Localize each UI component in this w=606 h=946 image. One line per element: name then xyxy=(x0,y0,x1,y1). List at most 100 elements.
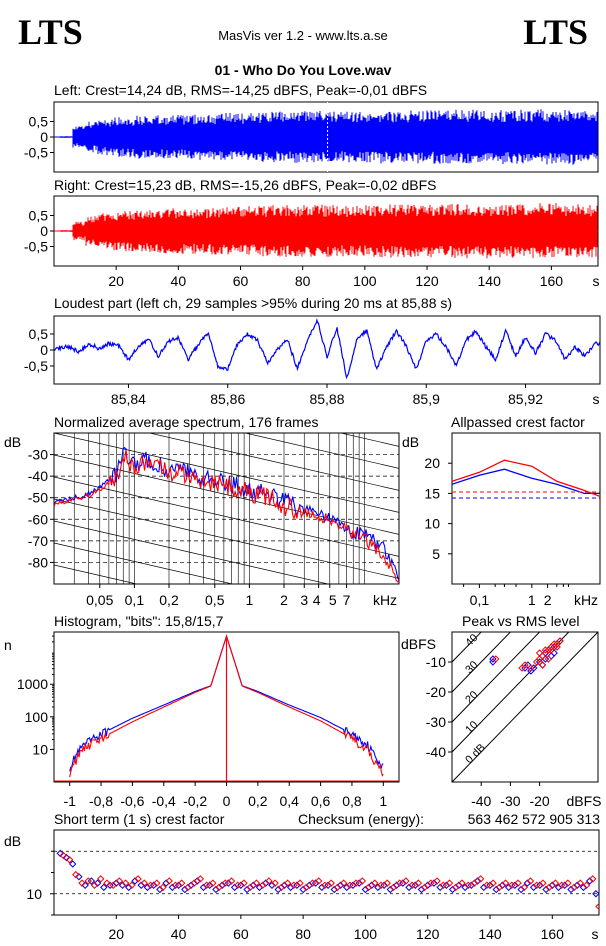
xtick-label: 20 xyxy=(108,273,124,289)
histogram-ticks: 1000 100 10 -1 -0,8 -0,6 -0,4 -0,2 0 0,2 0,4 0,6 0,8… xyxy=(17,635,387,809)
peak-rms-point-left xyxy=(530,664,538,672)
right-waveform-title: Right: Crest=15,23 dB, RMS=-15,26 dBFS, … xyxy=(54,177,436,193)
diagonal-label: 0 dB xyxy=(463,742,487,766)
crest-point-left xyxy=(56,849,64,858)
xtick-label: 0,8 xyxy=(342,793,362,809)
ytick-label: 10 xyxy=(32,741,48,757)
crest-point-left xyxy=(386,885,395,894)
xtick-label: 100 xyxy=(353,273,377,289)
ytick-label: -20 xyxy=(426,684,446,700)
crest-right xyxy=(452,459,600,498)
crest-point-left xyxy=(579,883,588,892)
xtick-label: -20 xyxy=(529,793,549,809)
xtick-label: 140 xyxy=(478,926,502,942)
ytick-label: -30 xyxy=(426,714,446,730)
xtick-label: 160 xyxy=(540,273,564,289)
peak-rms-point-left xyxy=(550,649,558,657)
xtick-label: 85,9 xyxy=(413,391,440,407)
crest-point-left xyxy=(212,885,220,894)
crest-point-left xyxy=(405,883,413,892)
loudest-part-title: Loudest part (left ch, 29 samples >95% d… xyxy=(54,295,452,311)
spectrum-panel: Normalized average spectrum, 176 frames … xyxy=(4,414,400,608)
crest-point-right xyxy=(146,881,155,889)
crest-point-left xyxy=(68,860,77,868)
peak-rms-point-left xyxy=(547,652,555,660)
crest-point-left xyxy=(417,885,426,894)
crest-point-right xyxy=(153,879,161,887)
xtick-label: 0 xyxy=(223,793,231,809)
peak-rms-point-right xyxy=(521,661,529,669)
file-title: 01 - Who Do You Love.wav xyxy=(215,62,392,78)
crest-point-right xyxy=(308,879,317,887)
crest-point-right xyxy=(371,879,379,887)
xtick-label: 3 xyxy=(300,592,308,608)
crest-point-right xyxy=(252,879,261,887)
xtick-label: -0,6 xyxy=(120,793,144,809)
crest-point-left xyxy=(106,881,114,889)
crest-point-left xyxy=(62,853,71,862)
xunit-label: s xyxy=(592,926,599,942)
crest-point-right xyxy=(221,879,229,887)
crest-point-left xyxy=(249,881,258,889)
crest-point-right xyxy=(582,881,591,889)
crest-point-right xyxy=(103,879,111,887)
crest-point-left xyxy=(355,879,363,887)
left-waveform-yticks: 0,50-0,5 xyxy=(24,114,54,161)
crest-point-right xyxy=(283,879,292,887)
right-waveform-panel: Right: Crest=15,23 dB, RMS=-15,26 dBFS, … xyxy=(24,177,600,289)
peak-rms-title: Peak vs RMS level xyxy=(462,613,579,629)
loudest-part-line xyxy=(54,317,600,380)
crest-point-left xyxy=(156,885,164,894)
crest-point-right xyxy=(315,877,323,885)
ytick-label: 100 xyxy=(25,709,49,725)
crest-point-left xyxy=(486,881,494,889)
crest-point-left xyxy=(149,881,158,889)
ytick-label: -0,5 xyxy=(24,145,48,161)
grid-slope xyxy=(243,433,399,469)
diagonal-label: 40 xyxy=(463,632,480,649)
crest-point-right xyxy=(514,879,522,887)
peak-rms-point-left xyxy=(538,661,547,669)
crest-point-right xyxy=(564,879,572,887)
crest-point-right xyxy=(234,881,242,889)
crest-point-right xyxy=(483,881,491,889)
crest-point-left xyxy=(361,885,370,894)
loudest-part-panel: Loudest part (left ch, 29 samples >95% d… xyxy=(24,295,601,407)
ytick-label: 0,5 xyxy=(29,208,49,224)
crest-point-right xyxy=(121,879,130,887)
ytick-label: 5 xyxy=(432,546,440,562)
peak-rms-point-right xyxy=(535,649,544,657)
crest-point-left xyxy=(143,883,152,892)
crest-point-left xyxy=(392,881,401,889)
ytick-label: -80 xyxy=(28,554,48,570)
crest-point-left xyxy=(424,881,432,889)
xtick-label: 85,88 xyxy=(309,391,344,407)
crest-point-left xyxy=(280,881,289,889)
grid-slope xyxy=(148,433,399,491)
crest-point-left xyxy=(230,883,239,892)
crest-point-left xyxy=(162,879,170,887)
xunit-label: s xyxy=(593,391,600,407)
checksum-label: Checksum (energy): xyxy=(298,811,424,827)
crest-point-right xyxy=(489,879,497,887)
crest-point-left xyxy=(473,877,482,885)
crest-point-right xyxy=(227,877,236,885)
ytick-label: -0,5 xyxy=(24,239,48,255)
crest-point-left xyxy=(548,881,556,889)
crest-point-right xyxy=(240,879,248,887)
peak-rms-point-right xyxy=(556,637,564,645)
crest-point-left xyxy=(411,881,419,889)
crest-point-right xyxy=(321,881,329,889)
peak-rms-point-right xyxy=(544,655,553,663)
crest-point-right xyxy=(458,879,466,887)
crest-point-left xyxy=(504,883,513,892)
histogram-ylabel: n xyxy=(4,637,12,653)
crest-point-left xyxy=(199,883,208,892)
ytick-label: -70 xyxy=(28,533,48,549)
crest-point-right xyxy=(414,879,423,887)
spectrum-left xyxy=(54,446,399,581)
crest-point-left xyxy=(492,885,500,894)
crest-point-left xyxy=(511,881,519,889)
peak-rms-frame xyxy=(451,631,599,783)
